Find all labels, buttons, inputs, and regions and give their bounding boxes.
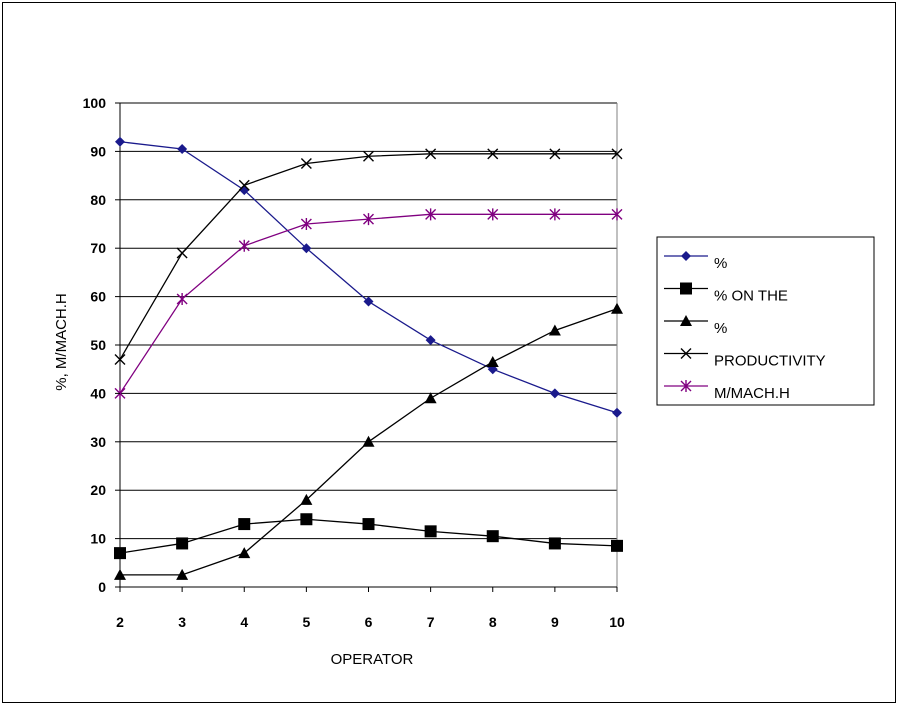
series-1-point-5: [301, 243, 312, 254]
x-tick-label-9: 9: [551, 614, 559, 630]
series-3-point-7: [424, 392, 437, 404]
legend-label-4: PRODUCTIVITY: [714, 353, 826, 370]
series-4: [114, 148, 623, 366]
x-axis-title: OPERATOR: [331, 651, 414, 668]
legend-label-1: %: [714, 255, 727, 272]
series-2: [114, 513, 623, 560]
x-tick-label-5: 5: [302, 614, 310, 630]
series-4-point-3: [176, 247, 188, 259]
y-tick-label-20: 20: [90, 482, 106, 498]
legend-marker-3: [680, 315, 692, 326]
x-tick-label-10: 10: [609, 614, 625, 630]
series-2-point-10: [611, 539, 623, 552]
series-4-line: [119, 153, 617, 360]
series-2-point-9: [548, 537, 561, 550]
series-group: [114, 136, 623, 580]
series-4-point-5: [300, 158, 312, 169]
series-4-point-8: [487, 148, 499, 160]
y-tick-labels: 0 10 20 30 40 50 60 70 80 90 100: [83, 95, 120, 595]
series-5-point-6: [363, 213, 374, 226]
x-tick-label-3: 3: [178, 614, 186, 630]
series-2-point-4: [238, 518, 251, 531]
series-3-point-5: [300, 493, 313, 505]
series-5-point-7: [425, 208, 437, 221]
y-tick-label-50: 50: [90, 337, 106, 353]
series-2-point-5: [300, 513, 313, 526]
series-3-point-2: [114, 568, 126, 580]
series-3-point-10: [611, 302, 623, 314]
legend-marker-5: [680, 380, 692, 392]
legend-marker-2: [680, 282, 692, 295]
series-1-point-10: [612, 407, 622, 418]
series-4-point-2: [114, 354, 126, 366]
x-tick-labels: 2 3 4 5 6 7 8 9 10: [116, 587, 625, 630]
y-tick-label-10: 10: [90, 531, 106, 547]
series-1-point-6: [363, 296, 374, 307]
x-tick-label-2: 2: [116, 614, 124, 630]
y-tick-label-90: 90: [90, 143, 106, 159]
legend-marker-1: [681, 251, 691, 261]
y-tick-label-80: 80: [90, 192, 106, 208]
series-4-point-9: [549, 148, 561, 160]
legend-label-2: % ON THE: [714, 288, 788, 305]
series-4-point-7: [425, 148, 437, 160]
series-2-point-8: [486, 530, 499, 543]
x-tick-label-8: 8: [489, 614, 497, 630]
x-tick-label-7: 7: [427, 614, 435, 630]
series-5-point-5: [300, 218, 312, 230]
series-1-point-2: [115, 136, 125, 147]
series-3-point-4: [238, 547, 251, 559]
series-4-point-6: [363, 150, 374, 162]
series-5-point-9: [549, 208, 561, 221]
series-3-point-8: [486, 355, 499, 367]
series-2-point-3: [176, 537, 189, 550]
series-2-point-2: [114, 547, 126, 560]
series-2-point-6: [362, 518, 375, 531]
series-5-point-10: [611, 208, 623, 221]
series-5-point-8: [487, 208, 499, 221]
series-3-point-3: [176, 568, 189, 580]
legend-marker-4: [680, 348, 692, 359]
series-5-point-4: [238, 239, 250, 252]
y-tick-label-60: 60: [90, 289, 106, 305]
series-1: [115, 136, 622, 418]
x-tick-label-4: 4: [240, 614, 248, 630]
series-3-point-9: [548, 324, 561, 336]
series-2-point-7: [424, 525, 437, 538]
legend: % % ON THE% PRODUCTIVITY M/MACH.H: [656, 236, 875, 406]
series-3-point-6: [362, 435, 375, 447]
chart-frame: [2, 2, 896, 703]
grid-lines: [119, 102, 618, 588]
x-tick-label-6: 6: [365, 614, 373, 630]
y-tick-label-70: 70: [90, 240, 106, 256]
legend-label-5: M/MACH.H: [714, 385, 790, 402]
legend-label-3: %: [714, 320, 727, 337]
series-5-point-3: [176, 293, 188, 306]
series-3: [114, 302, 623, 580]
y-tick-label-40: 40: [90, 385, 106, 401]
series-1-point-3: [177, 143, 188, 154]
series-4-point-10: [611, 148, 623, 160]
y-tick-label-30: 30: [90, 434, 106, 450]
series-1-point-7: [425, 335, 436, 346]
y-tick-label-100: 100: [83, 95, 107, 111]
y-axis-title: %, M/MACH.H: [53, 293, 70, 391]
series-1-point-9: [549, 388, 560, 399]
y-tick-label-0: 0: [98, 579, 106, 595]
series-4-point-4: [238, 179, 250, 191]
series-1-line: [119, 141, 618, 414]
